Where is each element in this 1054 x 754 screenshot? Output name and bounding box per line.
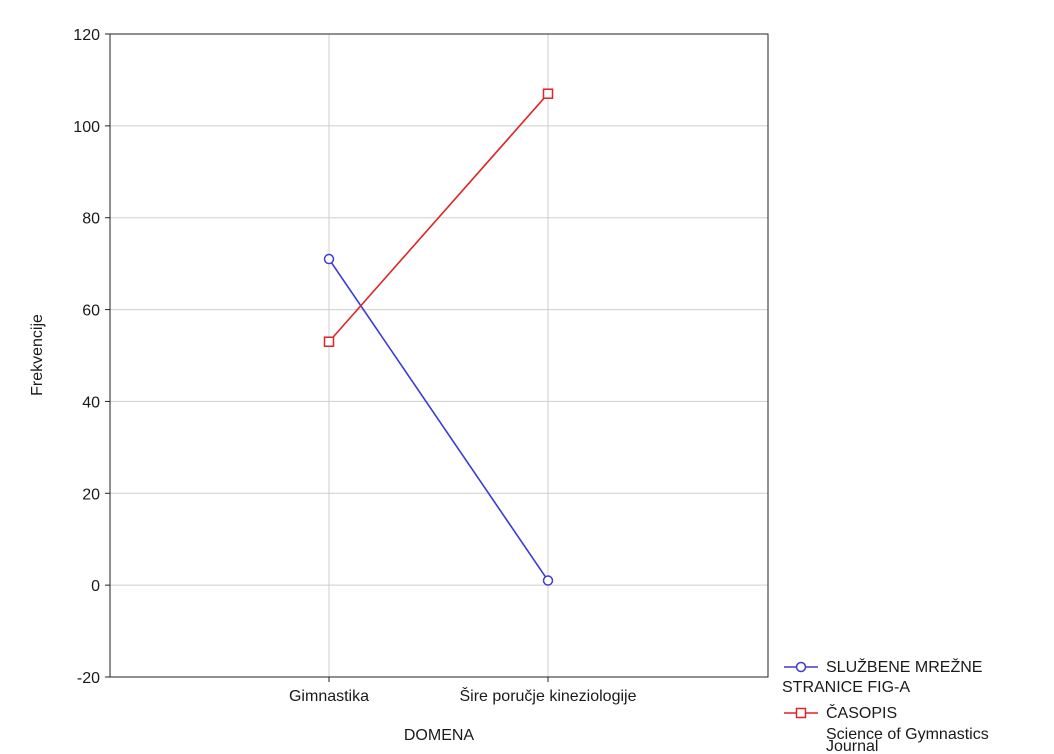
legend-label: Science of Gymnastics (826, 726, 989, 743)
series-group (323, 88, 554, 586)
y-tick-label: 40 (82, 394, 100, 411)
legend-label: STRANICE FIG-A (782, 679, 910, 696)
legend-marker (795, 707, 807, 719)
plot-area (110, 34, 768, 677)
y-tick-label: 80 (82, 211, 100, 228)
legend: SLUŽBENE MREŽNE STRANICE FIG-A ČASOPIS Scie… (782, 657, 989, 754)
y-tick-label: 0 (91, 578, 100, 595)
data-point (542, 88, 554, 99)
series-line-2 (328, 93, 549, 343)
y-tick-label: 20 (82, 486, 100, 503)
x-axis-ticks: Gimnastika Šire poručje kineziologije (289, 677, 637, 705)
data-point (323, 253, 335, 265)
y-tick-label: -20 (77, 670, 100, 687)
y-axis-ticks: -20 0 20 40 60 80 100 120 (73, 27, 110, 687)
y-tick-label: 60 (82, 303, 100, 320)
x-axis-title: DOMENA (404, 727, 475, 744)
legend-marker (795, 661, 807, 673)
y-tick-label: 120 (73, 27, 100, 44)
data-point (542, 575, 554, 586)
plot-frame (109, 33, 769, 678)
legend-item-1: SLUŽBENE MREŽNE STRANICE FIG-A (782, 657, 982, 696)
legend-label: ČASOPIS (826, 703, 897, 722)
series-line-1 (328, 258, 549, 582)
y-axis-title: Frekvencije (29, 314, 46, 396)
legend-label: Journal (826, 738, 878, 754)
data-point (323, 336, 335, 347)
x-tick-label: Šire poručje kineziologije (460, 686, 637, 705)
y-tick-label: 100 (73, 119, 100, 136)
x-tick-label: Gimnastika (289, 688, 369, 705)
legend-label: SLUŽBENE MREŽNE (826, 657, 982, 676)
